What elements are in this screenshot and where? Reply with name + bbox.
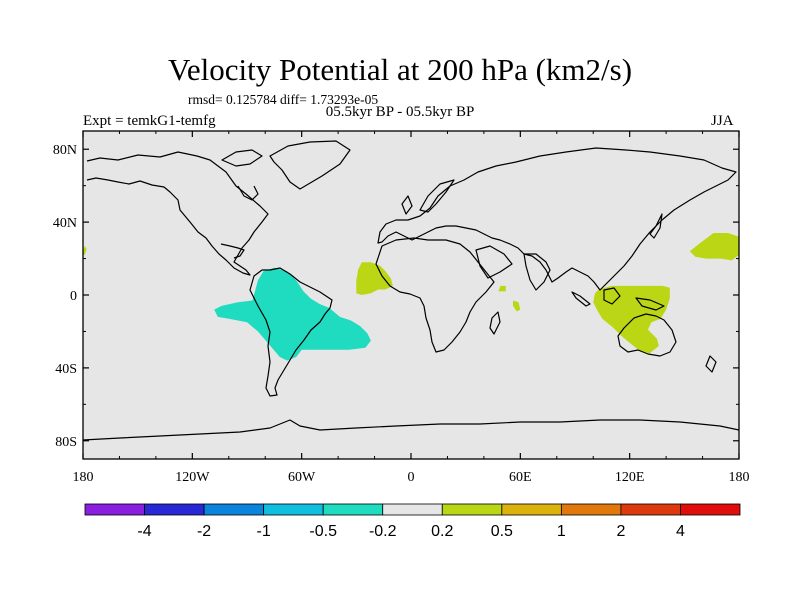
coastline-japan [649,213,663,239]
colorbar-box [620,503,681,516]
colorbar-label: 1 [557,523,566,540]
x-tick-label: 180 [729,470,750,485]
coastline-madagascar [489,311,501,335]
colorbar-box [84,503,145,516]
colorbar-box [441,503,503,516]
period-subtitle: 05.5kyr BP - 05.5kyr BP [325,104,475,120]
stats-text: rmsd= 0.125784 diff= 1.73293e-05 [188,92,379,107]
y-tick-label: 40N [53,216,77,231]
coastline-new-guinea [635,297,665,311]
x-tick-label: 0 [408,470,415,485]
region-indian-ocean-east-africa-positive [498,285,506,292]
x-tick-label: 60W [288,470,316,485]
experiment-label: Expt = temkG1-temfg [83,113,216,129]
coastline-hudson-bay [237,185,259,201]
colorbar-label: -1 [257,523,271,540]
coastline-north-america [86,151,269,276]
contour-regions [83,233,739,361]
colorbar-label: -2 [197,523,211,540]
colorbar-label: 0.5 [491,523,513,540]
colorbar-box [501,503,562,516]
colorbar-box [263,503,324,516]
y-tick-label: 80S [55,435,77,450]
colorbar-label: 4 [676,523,685,540]
coastline-india [523,253,551,291]
x-tick-label: 180 [73,470,94,485]
region-indian-ocean-south-positive [513,300,521,312]
region-maritime-continent-positive [593,285,670,354]
coastline-antarctica [83,419,739,441]
region-date-line-west-positive [83,245,87,255]
x-axis: 180 120W 60W 0 60E 120E 180 [73,131,750,485]
colorbar-box [382,503,443,516]
y-axis: 80N 40N 0 40S 80S [53,143,739,450]
y-tick-label: 80N [53,143,77,158]
region-south-america-negative [214,267,371,361]
coastlines [83,140,739,441]
coastline-british-isles [401,195,413,215]
y-tick-label: 40S [55,362,77,377]
coastline-greenland [269,140,351,190]
coastline-sumatra [571,291,591,307]
x-tick-label: 120E [615,470,645,485]
colorbar-box [144,503,205,516]
colorbar-label: -0.5 [309,523,337,540]
colorbar-label: 0.2 [431,523,453,540]
coastline-australia [617,313,677,357]
region-west-africa-positive [356,262,393,295]
season-label: JJA [711,113,734,129]
chart-title: Velocity Potential at 200 hPa (km2/s) [167,52,633,87]
colorbar: -4 -2 -1 -0.5 -0.2 0.2 0.5 1 2 4 [84,503,741,540]
colorbar-label: -0.2 [369,523,397,540]
coastline-new-zealand [705,355,717,373]
coastline-scandinavia [419,179,455,213]
coastline-africa [375,237,495,353]
coastline-arctic-islands [221,149,263,167]
colorbar-box [680,503,741,516]
colorbar-label: 2 [616,523,625,540]
x-tick-label: 60E [509,470,532,485]
coastline-eurasia [377,147,737,291]
colorbar-box [203,503,265,516]
y-tick-label: 0 [70,289,77,304]
x-tick-label: 120W [175,470,210,485]
colorbar-box [560,503,622,516]
coastline-arabia [475,245,513,279]
coastline-south-america [249,267,333,397]
colorbar-label: -4 [137,523,151,540]
coastline-gulf-of-mexico [220,243,245,259]
colorbar-box [322,503,384,516]
region-western-pacific-positive [689,233,739,261]
coastline-borneo [603,287,621,305]
